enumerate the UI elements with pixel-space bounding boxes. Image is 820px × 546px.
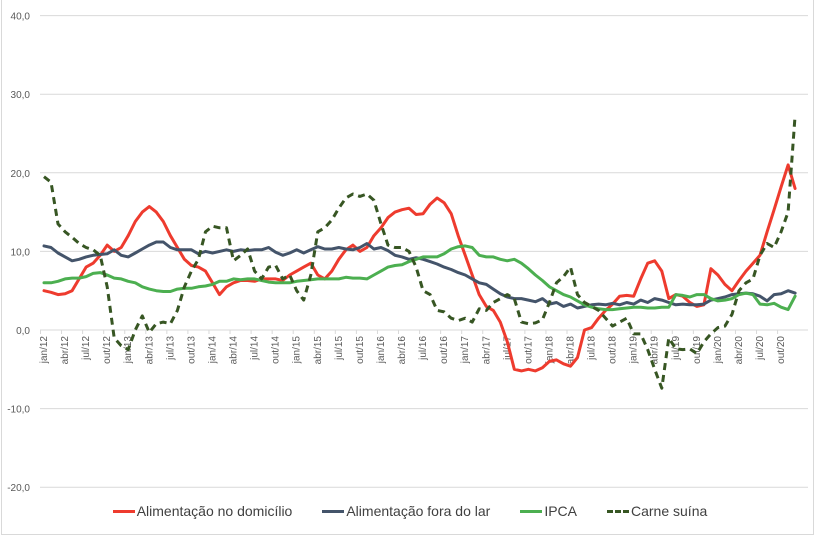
x-tick-label: jan/20 (713, 336, 724, 365)
x-tick-label: jul/19 (671, 336, 682, 361)
series-line-3 (43, 115, 797, 390)
chart-frame (1, 0, 814, 535)
x-tick-label: jul/20 (755, 336, 766, 361)
y-tick-label: 0,0 (16, 326, 30, 337)
x-tick-label: jan/19 (629, 336, 640, 365)
x-tick-label: jan/16 (376, 336, 387, 365)
series-line-2 (42, 244, 797, 312)
x-tick-label: jul/15 (334, 336, 345, 361)
x-tick-label: jul/13 (165, 336, 176, 361)
x-tick-label: jan/12 (39, 336, 50, 365)
legend: Alimentação no domicílio Alimentação for… (0, 503, 820, 519)
x-axis: jan/12 abr/12 jul/12 out/12 jan/13 abr/13 jul/… (39, 330, 787, 364)
legend-item-alimentacao-domicilio: Alimentação no domicílio (112, 503, 293, 519)
x-tick-label: abr/15 (313, 336, 324, 365)
legend-label: Alimentação no domicílio (136, 503, 293, 519)
x-tick-label: jul/18 (587, 336, 598, 361)
y-tick-label: 20,0 (11, 169, 31, 180)
legend-swatch (112, 509, 135, 513)
legend-label: Carne suína (631, 503, 708, 519)
x-tick-label: out/17 (523, 336, 534, 364)
legend-item-carne-suina: Carne suína (607, 503, 707, 519)
x-tick-label: jan/17 (460, 336, 471, 365)
y-tick-label: 30,0 (11, 90, 31, 101)
x-tick-label: out/18 (608, 336, 619, 364)
x-tick-label: jul/12 (81, 336, 92, 361)
y-axis-labels: 40,0 30,0 20,0 10,0 0,0 -10,0 -20,0 (7, 12, 30, 495)
x-tick-label: out/19 (692, 336, 703, 364)
x-tick-label: jan/18 (544, 336, 555, 365)
legend-swatch (520, 509, 543, 513)
x-tick-label: out/16 (439, 336, 450, 364)
x-tick-label: out/13 (186, 336, 197, 364)
y-tick-label: -10,0 (7, 405, 30, 416)
x-tick-label: abr/18 (566, 336, 577, 365)
series-lines (42, 115, 797, 390)
x-tick-label: jul/16 (418, 336, 429, 361)
legend-swatch (322, 509, 345, 513)
x-tick-label: jan/14 (207, 336, 218, 365)
x-tick-label: out/12 (102, 336, 113, 364)
x-tick-label: abr/13 (144, 336, 155, 365)
x-tick-label: out/20 (776, 336, 787, 364)
legend-swatch (607, 509, 629, 513)
legend-label: Alimentação fora do lar (346, 503, 491, 519)
x-tick-label: jan/15 (292, 336, 303, 365)
x-tick-label: abr/12 (60, 336, 71, 365)
legend-label: IPCA (544, 503, 577, 519)
series-line-0 (42, 163, 797, 373)
x-tick-label: out/15 (355, 336, 366, 364)
x-tick-label: abr/20 (734, 336, 745, 365)
y-tick-label: -20,0 (7, 483, 30, 494)
y-tick-label: 10,0 (11, 247, 31, 258)
x-tick-label: abr/14 (229, 336, 240, 365)
x-tick-label: out/14 (271, 336, 282, 364)
legend-item-alimentacao-fora-lar: Alimentação fora do lar (322, 503, 490, 519)
x-tick-label: abr/16 (397, 336, 408, 365)
x-tick-label: abr/19 (650, 336, 661, 365)
y-tick-label: 40,0 (11, 12, 31, 23)
x-tick-label: abr/17 (481, 336, 492, 365)
x-tick-label: jul/14 (250, 336, 261, 361)
gridlines (40, 15, 808, 488)
legend-item-ipca: IPCA (520, 503, 577, 519)
